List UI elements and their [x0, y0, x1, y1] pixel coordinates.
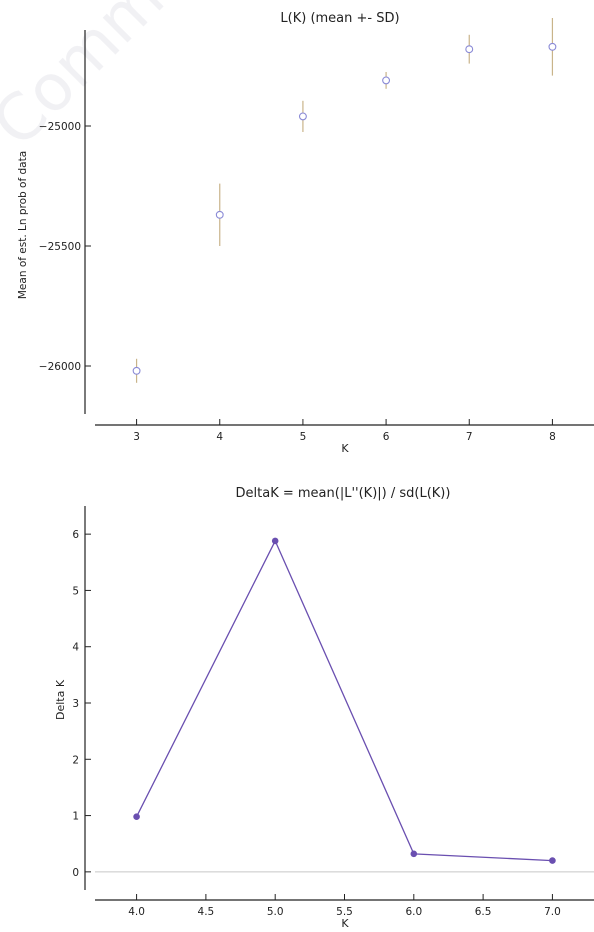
x-tick-label: 7.0 [544, 906, 561, 918]
data-point [271, 537, 279, 545]
x-tick-label: 5.0 [267, 906, 284, 918]
x-axis-label: K [341, 442, 349, 455]
y-tick-label: 1 [72, 811, 79, 823]
y-axis-label: Delta K [54, 679, 67, 720]
x-tick-label: 4.0 [128, 906, 145, 918]
x-tick-label: 4.5 [198, 906, 215, 918]
y-tick-label: 4 [72, 642, 79, 654]
y-tick-label: 3 [72, 698, 79, 710]
y-tick-label: −25000 [39, 121, 81, 133]
data-point [410, 850, 418, 858]
data-point [215, 210, 224, 219]
y-tick-label: 6 [72, 529, 79, 541]
x-tick-label: 5 [300, 431, 307, 443]
y-tick-label: 5 [72, 585, 79, 597]
y-tick-label: −26000 [39, 361, 81, 373]
x-tick-label: 3 [133, 431, 140, 443]
deltak-chart: DeltaK = mean(|L''(K)|) / sd(L(K)) K Del… [54, 486, 594, 930]
x-tick-label: 6 [383, 431, 390, 443]
data-point [548, 42, 557, 51]
data-point [549, 857, 556, 864]
y-tick-label: 2 [72, 754, 79, 766]
x-tick-label: 6.5 [475, 906, 492, 918]
series-line [136, 539, 553, 862]
lk-chart: L(K) (mean +- SD) K Mean of est. Ln prob… [17, 11, 594, 455]
x-tick-label: 8 [549, 431, 556, 443]
data-point [133, 813, 140, 820]
chart-title: DeltaK = mean(|L''(K)|) / sd(L(K)) [236, 486, 451, 501]
x-tick-label: 4 [216, 431, 223, 443]
x-axis-label: K [341, 917, 349, 928]
data-point [382, 76, 391, 85]
x-tick-label: 7 [466, 431, 473, 443]
data-point [132, 366, 141, 375]
x-tick-label: 5.5 [336, 906, 353, 918]
y-tick-label: 0 [72, 867, 79, 879]
y-tick-label: −25500 [39, 241, 81, 253]
data-point [465, 45, 474, 54]
y-axis-label: Mean of est. Ln prob of data [17, 151, 29, 299]
chart-title: L(K) (mean +- SD) [280, 11, 399, 26]
x-tick-label: 6.0 [405, 906, 422, 918]
data-point [298, 112, 307, 121]
